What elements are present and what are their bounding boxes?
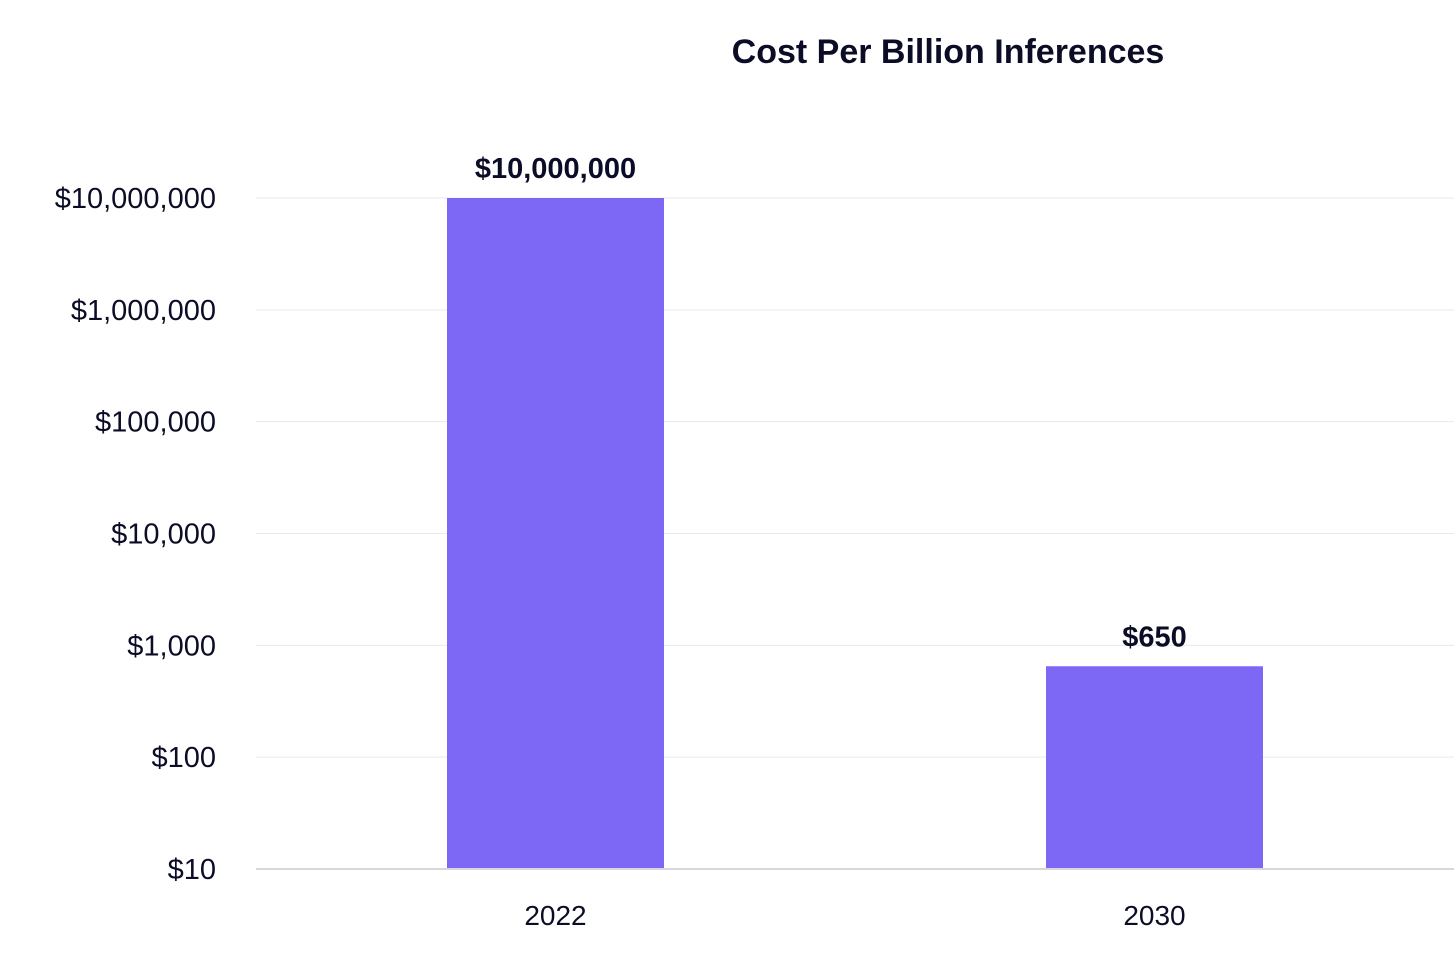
chart-title: Cost Per Billion Inferences [732,33,1165,71]
data-label: $650 [1122,621,1187,653]
labels: $10 $100 $1,000 $10,000 $100,000 $1,000,000 $1… [55,153,1187,931]
x-tick-label: 2030 [1123,900,1185,931]
y-tick-label: $10,000,000 [55,183,216,215]
y-tick-label: $100,000 [95,407,216,439]
bar [1046,666,1263,869]
bar [447,198,664,869]
gridlines [256,197,1454,758]
y-tick-label: $1,000 [127,630,216,662]
bars [447,198,1263,869]
data-label: $10,000,000 [475,153,636,185]
y-tick-label: $1,000,000 [71,295,216,327]
y-tick-label: $100 [151,742,216,774]
y-tick-label: $10 [168,854,216,886]
x-tick-label: 2022 [524,900,586,931]
y-tick-label: $10,000 [111,519,216,551]
